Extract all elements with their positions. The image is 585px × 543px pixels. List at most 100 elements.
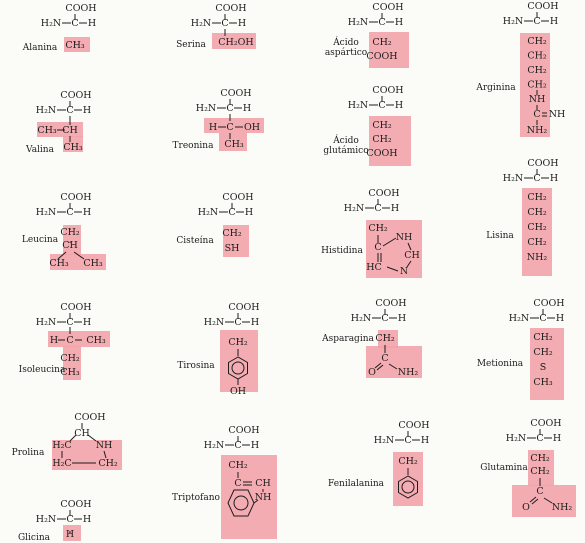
side-chain-atom: CH₃ bbox=[83, 258, 103, 269]
side-chain-atom: CH bbox=[62, 125, 78, 136]
aromatic-circle bbox=[233, 495, 249, 511]
alpha-carbon: C bbox=[66, 207, 73, 218]
amino-group: H₂N bbox=[351, 313, 371, 324]
side-chain-highlight bbox=[530, 328, 564, 400]
amino-acid-name: Arginina bbox=[475, 83, 516, 93]
alpha-carbon: C bbox=[221, 18, 228, 29]
amino-group: H₂N bbox=[374, 435, 394, 446]
bond bbox=[376, 364, 384, 371]
hydrogen: H bbox=[245, 207, 253, 218]
alpha-carbon: C bbox=[378, 100, 385, 111]
alpha-carbon: CH bbox=[74, 428, 90, 439]
side-chain-atom: CH₂ bbox=[527, 36, 547, 47]
amino-acid-name: Serina bbox=[176, 40, 206, 50]
amino-acid-name: Histidina bbox=[321, 246, 363, 256]
bond bbox=[73, 251, 85, 260]
carboxyl-group: COOH bbox=[398, 420, 429, 431]
amino-group: H₂N bbox=[506, 433, 526, 444]
side-chain-highlight bbox=[219, 133, 247, 151]
alpha-carbon: C bbox=[234, 440, 241, 451]
carboxyl-group: COOH bbox=[228, 425, 259, 436]
side-chain-highlight bbox=[63, 525, 81, 541]
side-chain-atom: CH₂ bbox=[398, 456, 418, 467]
side-chain-atom: CH₂ bbox=[527, 192, 547, 203]
carboxyl-group: COOH bbox=[60, 192, 91, 203]
indole-benzene-ring bbox=[227, 489, 255, 517]
side-chain-atom: NH₂ bbox=[527, 252, 548, 263]
alpha-carbon: C bbox=[228, 207, 235, 218]
side-chain-atom: CH₂ bbox=[372, 134, 392, 145]
aromatic-circle bbox=[401, 480, 415, 494]
bond bbox=[531, 498, 539, 505]
alpha-carbon: C bbox=[234, 317, 241, 328]
side-chain-atom: CH₂ bbox=[60, 353, 80, 364]
side-chain-atom: C bbox=[234, 478, 241, 489]
side-chain-atom: CH₃ bbox=[49, 258, 69, 269]
hydrogen: H bbox=[395, 100, 403, 111]
amino-acid-serina: COOH H₂N C H CH₂OH Serina bbox=[176, 3, 256, 50]
alpha-carbon: C bbox=[536, 433, 543, 444]
bond bbox=[87, 434, 97, 442]
amino-group: H₂N bbox=[503, 16, 523, 27]
side-chain-highlight bbox=[378, 330, 398, 348]
side-chain-atom: CH₃ bbox=[224, 139, 244, 150]
bond bbox=[253, 499, 259, 504]
amino-group: H₂N bbox=[196, 103, 216, 114]
hydrogen: H bbox=[83, 514, 91, 525]
hydrogen: H bbox=[391, 203, 399, 214]
amino-acid-name: Glutamina bbox=[480, 463, 528, 473]
amino-acid-name: Glicina bbox=[18, 533, 51, 543]
side-chain-highlight bbox=[63, 136, 83, 152]
side-chain-atom: COOH bbox=[366, 51, 397, 62]
side-chain-atom: CH₂ bbox=[98, 458, 118, 469]
hydrogen: H bbox=[550, 173, 558, 184]
side-chain-atom: CH₂ bbox=[375, 333, 395, 344]
side-chain-atom: CH₂ bbox=[533, 332, 553, 343]
side-chain-highlight bbox=[369, 116, 411, 166]
side-chain-highlight bbox=[52, 440, 122, 470]
amino-group: H₂N bbox=[36, 105, 56, 116]
side-chain-atom: CH₂ bbox=[527, 65, 547, 76]
side-chain-atom: C bbox=[374, 242, 381, 253]
side-chain-atom: CH₂ bbox=[372, 120, 392, 131]
hydrogen: H bbox=[556, 313, 564, 324]
carboxyl-group: COOH bbox=[228, 302, 259, 313]
side-chain-highlight bbox=[50, 254, 106, 270]
bond bbox=[388, 363, 398, 370]
benzene-ring bbox=[398, 475, 418, 499]
hydrogen: H bbox=[395, 17, 403, 28]
carboxyl-group: COOH bbox=[222, 192, 253, 203]
side-chain-atom: NH₂ bbox=[552, 502, 573, 513]
side-chain-atom: CH₃ bbox=[533, 377, 553, 388]
carboxyl-group: COOH bbox=[368, 188, 399, 199]
carboxyl-group: COOH bbox=[372, 85, 403, 96]
side-chain-atom: H bbox=[50, 335, 58, 346]
side-chain-highlight bbox=[369, 32, 409, 68]
bond bbox=[69, 434, 77, 442]
amino-group: H₂N bbox=[36, 514, 56, 525]
side-chain-highlight bbox=[512, 485, 576, 517]
carboxyl-group: COOH bbox=[60, 90, 91, 101]
side-chain-atom: CH bbox=[255, 478, 271, 489]
side-chain-atom: CH bbox=[404, 250, 420, 261]
side-chain-atom: CH₂ bbox=[530, 466, 550, 477]
amino-acid-name: Triptofano bbox=[172, 493, 220, 503]
amino-acid-name: Fenilalanina bbox=[328, 479, 385, 489]
amino-group: H₂N bbox=[509, 313, 529, 324]
amino-group: H₂N bbox=[36, 207, 56, 218]
bond bbox=[57, 251, 67, 260]
aromatic-circle bbox=[231, 361, 245, 375]
side-chain-highlight bbox=[520, 33, 550, 137]
amino-acid-name: Leucina bbox=[22, 235, 59, 245]
amino-acid-name: Prolina bbox=[12, 448, 45, 458]
amino-acid-name: Treonina bbox=[173, 141, 215, 151]
side-chain-atom: OH bbox=[230, 386, 246, 397]
